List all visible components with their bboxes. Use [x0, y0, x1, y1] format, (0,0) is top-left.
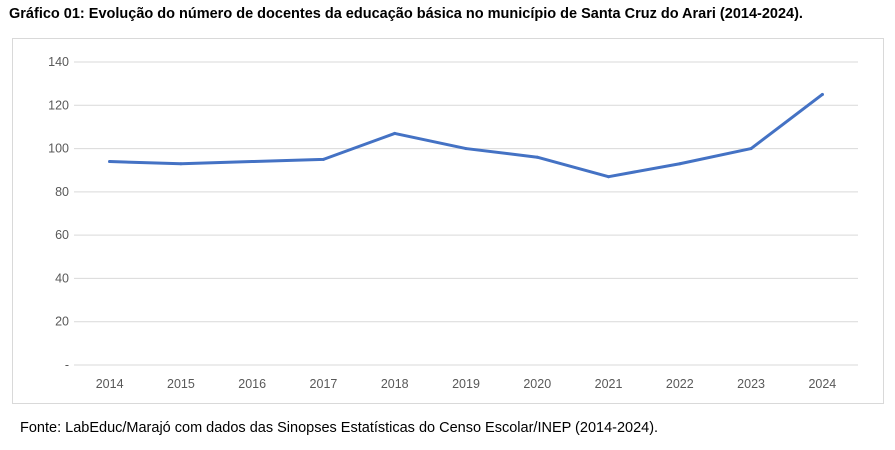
- data-point: [393, 131, 397, 135]
- x-tick-label: 2018: [381, 377, 409, 391]
- x-tick-label: 2023: [737, 377, 765, 391]
- x-tick-label: 2014: [96, 377, 124, 391]
- x-tick-label: 2015: [167, 377, 195, 391]
- x-tick-label: 2021: [595, 377, 623, 391]
- data-point: [607, 175, 611, 179]
- chart-title: Gráfico 01: Evolução do número de docent…: [9, 6, 803, 22]
- data-point: [250, 160, 254, 164]
- line-chart: - 20 40 60 80 100 120 140 2014 2015 2016 2017 2018 20…: [48, 55, 858, 391]
- y-tick-label: 20: [55, 315, 69, 329]
- data-point: [321, 157, 325, 161]
- x-tick-label: 2019: [452, 377, 480, 391]
- data-point: [820, 92, 824, 96]
- data-point: [678, 162, 682, 166]
- y-tick-label: -: [65, 358, 69, 372]
- y-tick-label: 60: [55, 228, 69, 242]
- data-point: [108, 160, 112, 164]
- data-point: [749, 147, 753, 151]
- source-note: Fonte: LabEduc/Marajó com dados das Sino…: [20, 420, 659, 436]
- x-tick-label: 2020: [523, 377, 551, 391]
- chart-area: - 20 40 60 80 100 120 140 2014 2015 2016 2017 2018 20…: [12, 38, 884, 404]
- y-tick-label: 120: [48, 98, 69, 112]
- data-point: [179, 162, 183, 166]
- y-tick-label: 80: [55, 185, 69, 199]
- y-tick-label: 100: [48, 142, 69, 156]
- x-tick-label: 2017: [310, 377, 338, 391]
- x-tick-label: 2022: [666, 377, 694, 391]
- data-point: [464, 147, 468, 151]
- series-line: [108, 92, 824, 179]
- y-tick-label: 40: [55, 271, 69, 285]
- x-tick-label: 2024: [808, 377, 836, 391]
- data-point: [535, 155, 539, 159]
- x-tick-label: 2016: [238, 377, 266, 391]
- y-tick-label: 140: [48, 55, 69, 69]
